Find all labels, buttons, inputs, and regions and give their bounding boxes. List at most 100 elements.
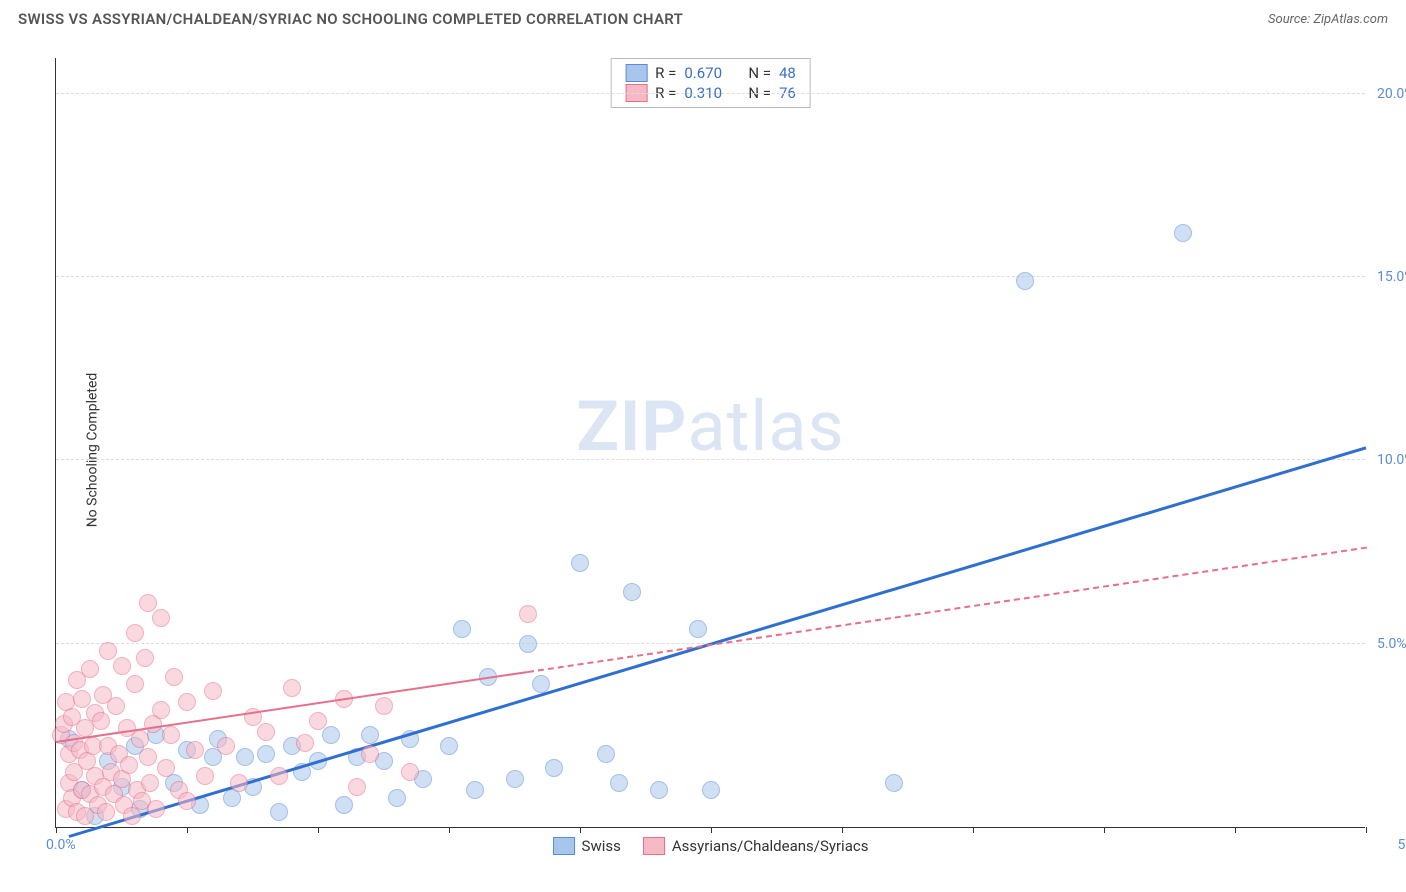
data-point-swiss (885, 774, 903, 792)
x-tick (580, 827, 581, 833)
x-tick (1366, 827, 1367, 833)
data-point-assyrian (361, 745, 379, 763)
data-point-swiss (388, 789, 406, 807)
r-value: 0.670 (684, 64, 740, 82)
data-point-swiss (650, 781, 668, 799)
x-axis-max-label: 50.0% (1397, 837, 1406, 853)
x-tick (1104, 827, 1105, 833)
x-tick (449, 827, 450, 833)
data-point-swiss (1174, 224, 1192, 242)
n-value: 48 (779, 64, 796, 82)
data-point-assyrian (270, 767, 288, 785)
data-point-assyrian (230, 774, 248, 792)
data-point-assyrian (375, 697, 393, 715)
data-point-swiss (270, 803, 288, 821)
y-tick-label: 10.0% (1377, 452, 1406, 468)
data-point-swiss (236, 748, 254, 766)
data-point-assyrian (99, 642, 117, 660)
data-point-swiss (545, 759, 563, 777)
data-point-assyrian (283, 679, 301, 697)
data-point-assyrian (152, 701, 170, 719)
data-point-assyrian (217, 737, 235, 755)
n-label: N = (748, 64, 771, 82)
watermark: ZIPatlas (576, 386, 844, 468)
legend-item-swiss: Swiss (553, 837, 621, 855)
gridline-h (56, 459, 1365, 460)
r-label: R = (655, 64, 676, 82)
y-tick-label: 20.0% (1377, 86, 1406, 102)
data-point-assyrian (147, 800, 165, 818)
data-point-assyrian (131, 730, 149, 748)
data-point-swiss (466, 781, 484, 799)
legend-stat-row-swiss: R = 0.670 N = 48 (625, 63, 796, 83)
data-point-assyrian (162, 726, 180, 744)
x-tick (1235, 827, 1236, 833)
data-point-assyrian (186, 741, 204, 759)
x-tick (56, 827, 57, 833)
data-point-assyrian (204, 682, 222, 700)
y-tick-label: 5.0% (1377, 636, 1406, 652)
data-point-swiss (702, 781, 720, 799)
data-point-assyrian (126, 675, 144, 693)
data-point-assyrian (196, 767, 214, 785)
data-point-assyrian (257, 723, 275, 741)
data-point-swiss (506, 770, 524, 788)
data-point-swiss (440, 737, 458, 755)
data-point-assyrian (139, 748, 157, 766)
data-point-assyrian (178, 693, 196, 711)
data-point-assyrian (141, 774, 159, 792)
data-point-swiss (519, 635, 537, 653)
chart-source: Source: ZipAtlas.com (1268, 12, 1388, 27)
legend-stats: R =0.670N =48R =0.310N =76 (610, 58, 811, 108)
chart-container: No Schooling Completed ZIPatlas R =0.670… (20, 40, 1386, 860)
data-point-assyrian (296, 734, 314, 752)
legend-item-assyrian: Assyrians/Chaldeans/Syriacs (643, 837, 869, 855)
data-point-swiss (689, 620, 707, 638)
data-point-swiss (610, 774, 628, 792)
data-point-assyrian (401, 763, 419, 781)
data-point-swiss (597, 745, 615, 763)
y-tick-label: 15.0% (1377, 269, 1406, 285)
legend-swatch-swiss (553, 837, 575, 855)
x-axis-min-label: 0.0% (46, 837, 76, 853)
data-point-swiss (623, 583, 641, 601)
data-point-assyrian (81, 660, 99, 678)
data-point-swiss (335, 796, 353, 814)
data-point-swiss (1016, 272, 1034, 290)
data-point-assyrian (136, 649, 154, 667)
chart-title: SWISS VS ASSYRIAN/CHALDEAN/SYRIAC NO SCH… (18, 10, 683, 28)
legend-label: Swiss (582, 837, 621, 855)
data-point-assyrian (92, 712, 110, 730)
data-point-assyrian (139, 594, 157, 612)
data-point-assyrian (107, 697, 125, 715)
x-tick (842, 827, 843, 833)
legend-swatch-swiss (625, 64, 647, 82)
plot-area: ZIPatlas R =0.670N =48R =0.310N =76 0.0%… (55, 58, 1365, 828)
legend-swatch-assyrian (643, 837, 665, 855)
legend-label: Assyrians/Chaldeans/Syriacs (672, 837, 869, 855)
data-point-assyrian (126, 624, 144, 642)
data-point-assyrian (309, 712, 327, 730)
gridline-h (56, 93, 1365, 94)
legend-series: Swiss Assyrians/Chaldeans/Syriacs (553, 837, 869, 855)
data-point-swiss (257, 745, 275, 763)
chart-header: SWISS VS ASSYRIAN/CHALDEAN/SYRIAC NO SCH… (0, 0, 1406, 32)
data-point-assyrian (97, 803, 115, 821)
data-point-assyrian (157, 759, 175, 777)
data-point-assyrian (120, 756, 138, 774)
data-point-assyrian (165, 668, 183, 686)
data-point-assyrian (348, 778, 366, 796)
x-tick (318, 827, 319, 833)
data-point-assyrian (73, 690, 91, 708)
gridline-h (56, 276, 1365, 277)
data-point-swiss (532, 675, 550, 693)
data-point-assyrian (152, 609, 170, 627)
data-point-assyrian (519, 605, 537, 623)
data-point-assyrian (113, 657, 131, 675)
data-point-swiss (453, 620, 471, 638)
data-point-assyrian (178, 792, 196, 810)
data-point-swiss (571, 554, 589, 572)
x-tick (973, 827, 974, 833)
data-point-swiss (322, 726, 340, 744)
x-tick (187, 827, 188, 833)
